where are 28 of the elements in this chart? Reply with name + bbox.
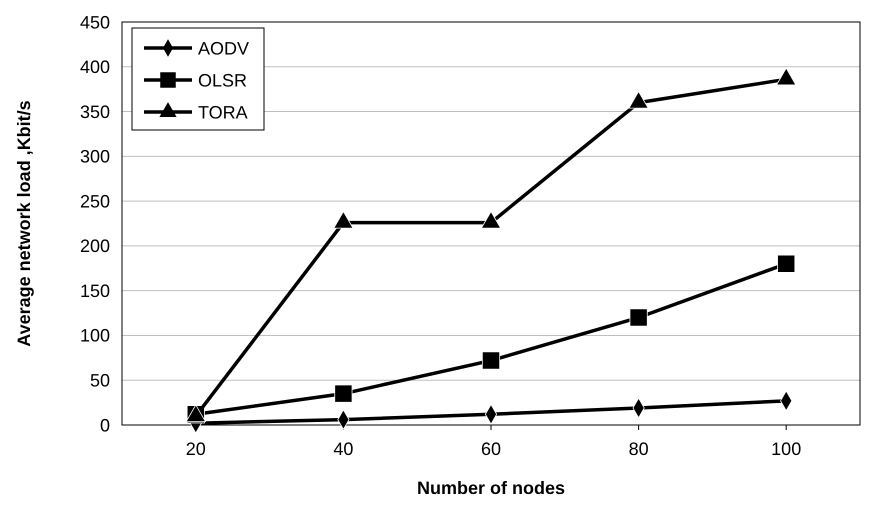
y-tick-label: 400 [80, 57, 110, 78]
y-tick-label: 250 [80, 191, 110, 212]
legend-label: OLSR [198, 70, 248, 90]
y-tick-label: 200 [80, 236, 110, 256]
y-tick-label: 300 [80, 146, 110, 167]
x-axis-title: Number of nodes [416, 478, 566, 498]
x-tick-label: 40 [333, 439, 354, 459]
point [630, 308, 648, 327]
point [333, 211, 354, 229]
point [482, 351, 500, 370]
y-tick-label: 350 [80, 102, 110, 122]
point [628, 91, 649, 109]
y-axis-title: Average network load ,Kbit/s [14, 100, 34, 347]
x-tick-label: 100 [771, 439, 802, 459]
x-tick-label: 60 [480, 439, 502, 459]
point [776, 68, 796, 86]
legend-label: TORA [198, 102, 248, 122]
y-tick-label: 0 [100, 415, 110, 436]
y-tick-label: 150 [80, 280, 110, 301]
point [334, 384, 352, 403]
point [777, 254, 796, 273]
y-tick-label: 100 [80, 326, 110, 346]
y-tick-label: 50 [90, 370, 110, 391]
y-tick-label: 450 [80, 12, 110, 32]
point [480, 211, 502, 229]
x-tick-label: 20 [186, 439, 206, 459]
x-tick-label: 80 [628, 439, 649, 459]
legend-label: AODV [198, 38, 250, 58]
